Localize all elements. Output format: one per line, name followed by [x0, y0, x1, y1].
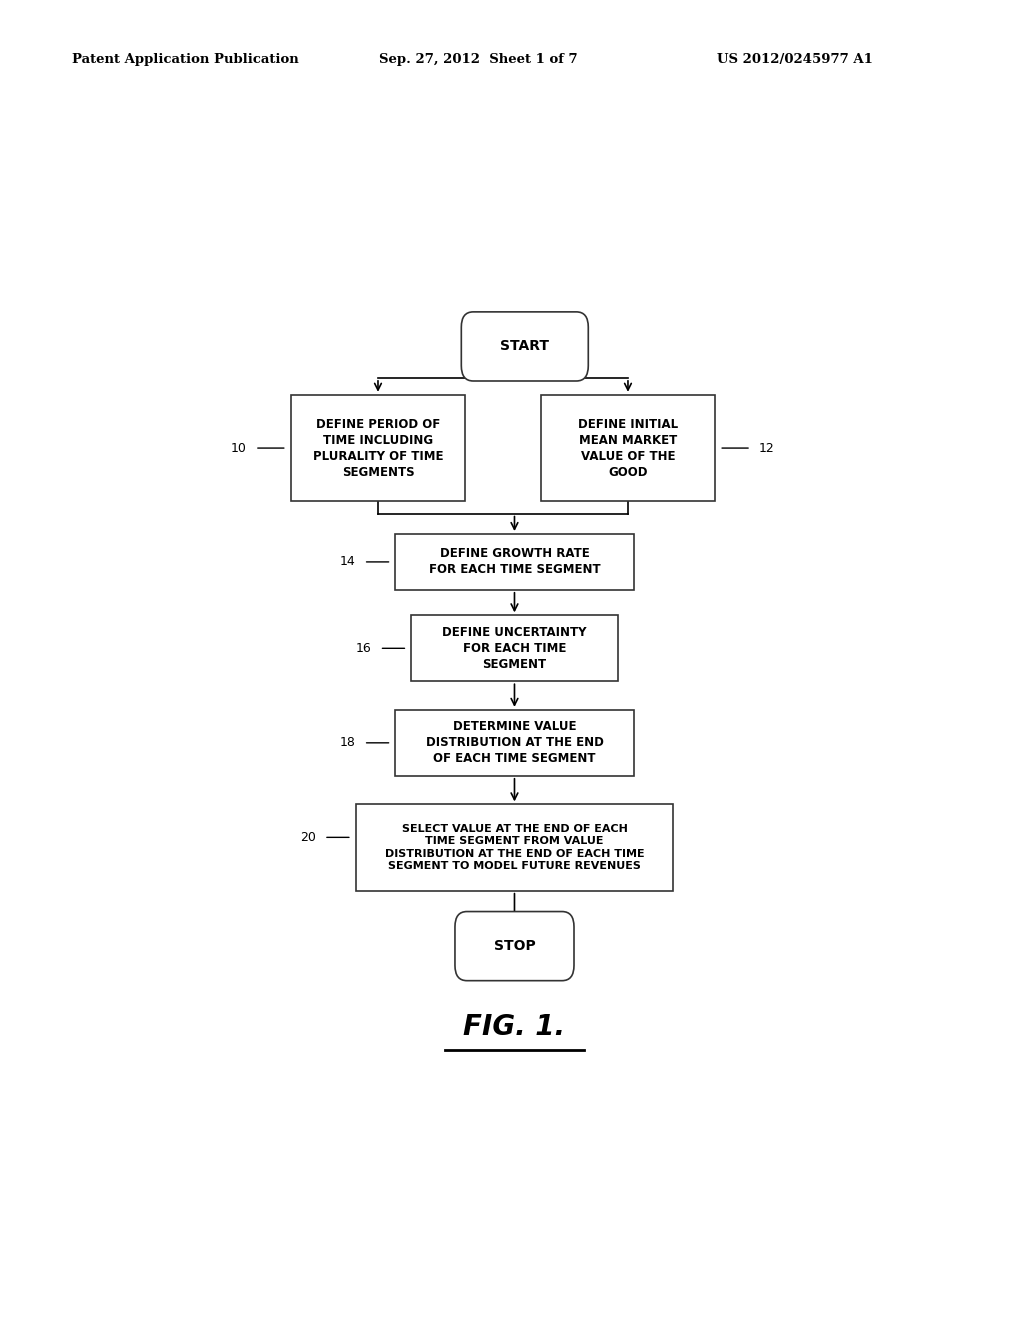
Text: Patent Application Publication: Patent Application Publication	[72, 53, 298, 66]
FancyBboxPatch shape	[455, 912, 574, 981]
Text: DETERMINE VALUE
DISTRIBUTION AT THE END
OF EACH TIME SEGMENT: DETERMINE VALUE DISTRIBUTION AT THE END …	[426, 721, 603, 766]
Text: 10: 10	[231, 442, 247, 454]
Text: DEFINE GROWTH RATE
FOR EACH TIME SEGMENT: DEFINE GROWTH RATE FOR EACH TIME SEGMENT	[429, 548, 600, 577]
Text: 16: 16	[356, 642, 372, 655]
Text: US 2012/0245977 A1: US 2012/0245977 A1	[717, 53, 872, 66]
Text: SELECT VALUE AT THE END OF EACH
TIME SEGMENT FROM VALUE
DISTRIBUTION AT THE END : SELECT VALUE AT THE END OF EACH TIME SEG…	[385, 824, 644, 871]
FancyBboxPatch shape	[291, 395, 465, 502]
Text: 18: 18	[340, 737, 355, 750]
Text: DEFINE UNCERTAINTY
FOR EACH TIME
SEGMENT: DEFINE UNCERTAINTY FOR EACH TIME SEGMENT	[442, 626, 587, 671]
Text: FIG. 1.: FIG. 1.	[464, 1014, 565, 1041]
Text: STOP: STOP	[494, 939, 536, 953]
Text: 20: 20	[300, 830, 316, 843]
Text: 12: 12	[759, 442, 775, 454]
Text: DEFINE PERIOD OF
TIME INCLUDING
PLURALITY OF TIME
SEGMENTS: DEFINE PERIOD OF TIME INCLUDING PLURALIT…	[312, 417, 443, 479]
FancyBboxPatch shape	[355, 804, 673, 891]
Text: START: START	[501, 339, 549, 354]
FancyBboxPatch shape	[541, 395, 715, 502]
FancyBboxPatch shape	[412, 615, 617, 681]
Text: Sep. 27, 2012  Sheet 1 of 7: Sep. 27, 2012 Sheet 1 of 7	[379, 53, 578, 66]
Text: DEFINE INITIAL
MEAN MARKET
VALUE OF THE
GOOD: DEFINE INITIAL MEAN MARKET VALUE OF THE …	[578, 417, 678, 479]
Text: 14: 14	[340, 556, 355, 569]
FancyBboxPatch shape	[461, 312, 588, 381]
FancyBboxPatch shape	[395, 535, 634, 590]
FancyBboxPatch shape	[395, 710, 634, 776]
